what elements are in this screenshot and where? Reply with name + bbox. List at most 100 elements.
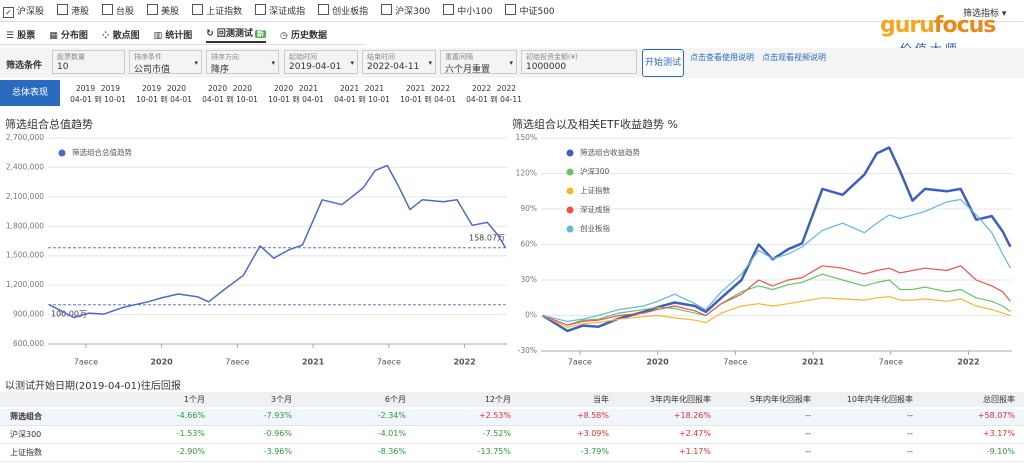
period-button[interactable]: 2020 2021 10-01 到 04-01 — [266, 83, 326, 105]
table-cell: -3.79% — [580, 447, 609, 456]
period-button[interactable]: 2022 2022 04-01 到 04-11 — [464, 83, 524, 105]
x-tick-label: 2020 — [150, 358, 173, 367]
filter-field[interactable]: 初始投资金额(¥) 1000000 — [521, 50, 637, 74]
market-option[interactable]: 美股 — [147, 4, 179, 17]
field-label: 重置间隔 — [445, 53, 473, 61]
period-end: 2022 — [496, 84, 516, 93]
period-start: 2019 — [76, 84, 96, 93]
period-start: 2021 — [340, 84, 360, 93]
period-years: 2021 2022 — [398, 83, 458, 94]
table-title: 以测试开始日期(2019-04-01)往后回报 — [5, 381, 181, 392]
period-end: 2021 — [298, 84, 318, 93]
filter-field[interactable]: 重置间隔 六个月重置 ▾ — [440, 50, 517, 75]
legend-label: 筛选组合收益趋势 — [580, 147, 640, 157]
field-label: 起始时间 — [289, 53, 317, 61]
help-link[interactable]: 点击观看视频说明 — [762, 53, 826, 62]
reference-label: 100.00万 — [51, 309, 87, 318]
market-option[interactable]: 沪深300 — [381, 4, 430, 17]
filter-field[interactable]: 结束时间 2022-04-11 ▾ — [362, 50, 436, 74]
table-cell: -7.93% — [263, 411, 292, 420]
indicator-menu[interactable]: 筛选指标 ▾ — [963, 9, 1007, 19]
table-cell: +3.09% — [576, 429, 609, 438]
field-label: 排序方向 — [211, 53, 239, 61]
table-cell: +58.07% — [977, 411, 1015, 420]
period-start: 2019 — [142, 84, 162, 93]
filter-field[interactable]: 起始时间 2019-04-01 ▾ — [284, 50, 358, 74]
tab[interactable]: ⁘ 散点图 — [101, 30, 140, 41]
y-tick-label: 1,200,000 — [6, 280, 44, 289]
y-tick-label: -30% — [518, 346, 537, 355]
chart-title: 筛选组合以及相关ETF收益趋势 % — [512, 118, 678, 131]
market-option[interactable]: 港股 — [57, 4, 89, 17]
market-label: 中证500 — [519, 7, 555, 17]
market-option[interactable]: 中证500 — [505, 4, 555, 17]
period-start: 2022 — [472, 84, 492, 93]
series-line — [541, 146, 1012, 333]
market-option[interactable]: 中小100 — [443, 4, 492, 17]
period-button[interactable]: 2021 2022 10-01 到 04-01 — [398, 83, 458, 105]
market-option[interactable]: 台股 — [102, 4, 134, 17]
filter-field[interactable]: 排序方向 降序 ▾ — [206, 50, 279, 75]
logo: gurufocus — [880, 13, 996, 38]
help-link[interactable]: 点击查看使用说明 — [690, 53, 754, 62]
tab[interactable]: ◷ 历史数据 — [279, 30, 327, 41]
x-tick-label: 2021 — [302, 358, 325, 367]
table-cell: -4.01% — [377, 429, 406, 438]
series-line — [542, 265, 1011, 326]
market-label: 港股 — [71, 7, 90, 17]
legend-marker — [566, 225, 574, 233]
period-end: 2022 — [430, 84, 450, 93]
column-header: 1个月 — [183, 395, 205, 404]
column-header: 当年 — [593, 395, 609, 404]
overall-button[interactable]: 总体表现 — [0, 80, 60, 106]
start-button[interactable]: 开始测试 — [642, 49, 684, 77]
checkbox — [318, 4, 330, 15]
period-button[interactable]: 2019 2020 10-01 到 04-01 — [134, 83, 194, 105]
table-cell: +8.58% — [576, 411, 609, 420]
table-cell: -- — [907, 429, 913, 438]
market-option[interactable]: ✓ 沪深股 — [3, 4, 44, 18]
filter-field[interactable]: 股票数量 10 — [52, 50, 125, 74]
field-value: 1000000 — [526, 62, 567, 72]
filter-field[interactable]: 排序条件 公司市值 ▾ — [129, 50, 202, 75]
legend-marker — [566, 149, 574, 157]
y-tick-label: 2,400,000 — [6, 162, 44, 171]
tab-label: 散点图 — [112, 30, 140, 41]
market-label: 沪深300 — [395, 7, 431, 17]
tab-label: 分布图 — [60, 30, 88, 41]
column-header: 6个月 — [384, 395, 406, 404]
period-years: 2022 2022 — [464, 83, 524, 94]
tab[interactable]: ▦ 分布图 — [49, 30, 88, 41]
menu-label: 筛选指标 — [963, 9, 1000, 19]
tab[interactable]: ☰ 股票 — [6, 30, 36, 41]
tab[interactable]: ↻ 回测测试新 — [206, 26, 266, 43]
period-years: 2019 2019 — [68, 83, 128, 94]
table-cell: +18.26% — [673, 411, 711, 420]
period-button[interactable]: 2020 2020 04-01 到 10-01 — [200, 83, 260, 105]
tab-label: 回测测试 — [216, 28, 253, 39]
tab[interactable]: ▥ 统计图 — [153, 30, 193, 41]
market-label: 美股 — [161, 7, 180, 17]
legend-marker — [566, 206, 574, 214]
legend-marker — [58, 149, 66, 157]
checkbox — [102, 4, 114, 15]
market-option[interactable]: 深证成指 — [255, 4, 305, 17]
x-tick-label: 7aece — [879, 358, 903, 367]
period-end: 2019 — [100, 84, 120, 93]
legend-marker — [566, 187, 574, 195]
period-button[interactable]: 2021 2021 04-01 到 10-01 — [332, 83, 392, 105]
table-cell: -- — [805, 429, 811, 438]
x-tick-label: 2022 — [453, 358, 475, 367]
x-tick-label: 7aece — [74, 358, 98, 367]
field-value: 2019-04-01 — [289, 62, 342, 72]
legend-label: 沪深300 — [580, 166, 610, 176]
field-value: 2022-04-11 — [367, 62, 420, 72]
market-option[interactable]: 上证指数 — [192, 4, 242, 17]
period-button[interactable]: 2019 2019 04-01 到 10-01 — [68, 83, 128, 105]
series-line — [542, 273, 1011, 326]
tab-label: 统计图 — [165, 30, 193, 41]
market-option[interactable]: 创业板指 — [318, 4, 368, 17]
dropdown-arrow: ▾ — [194, 59, 198, 67]
table-cell: -- — [805, 447, 811, 456]
field-label: 初始投资金额(¥) — [526, 53, 578, 61]
